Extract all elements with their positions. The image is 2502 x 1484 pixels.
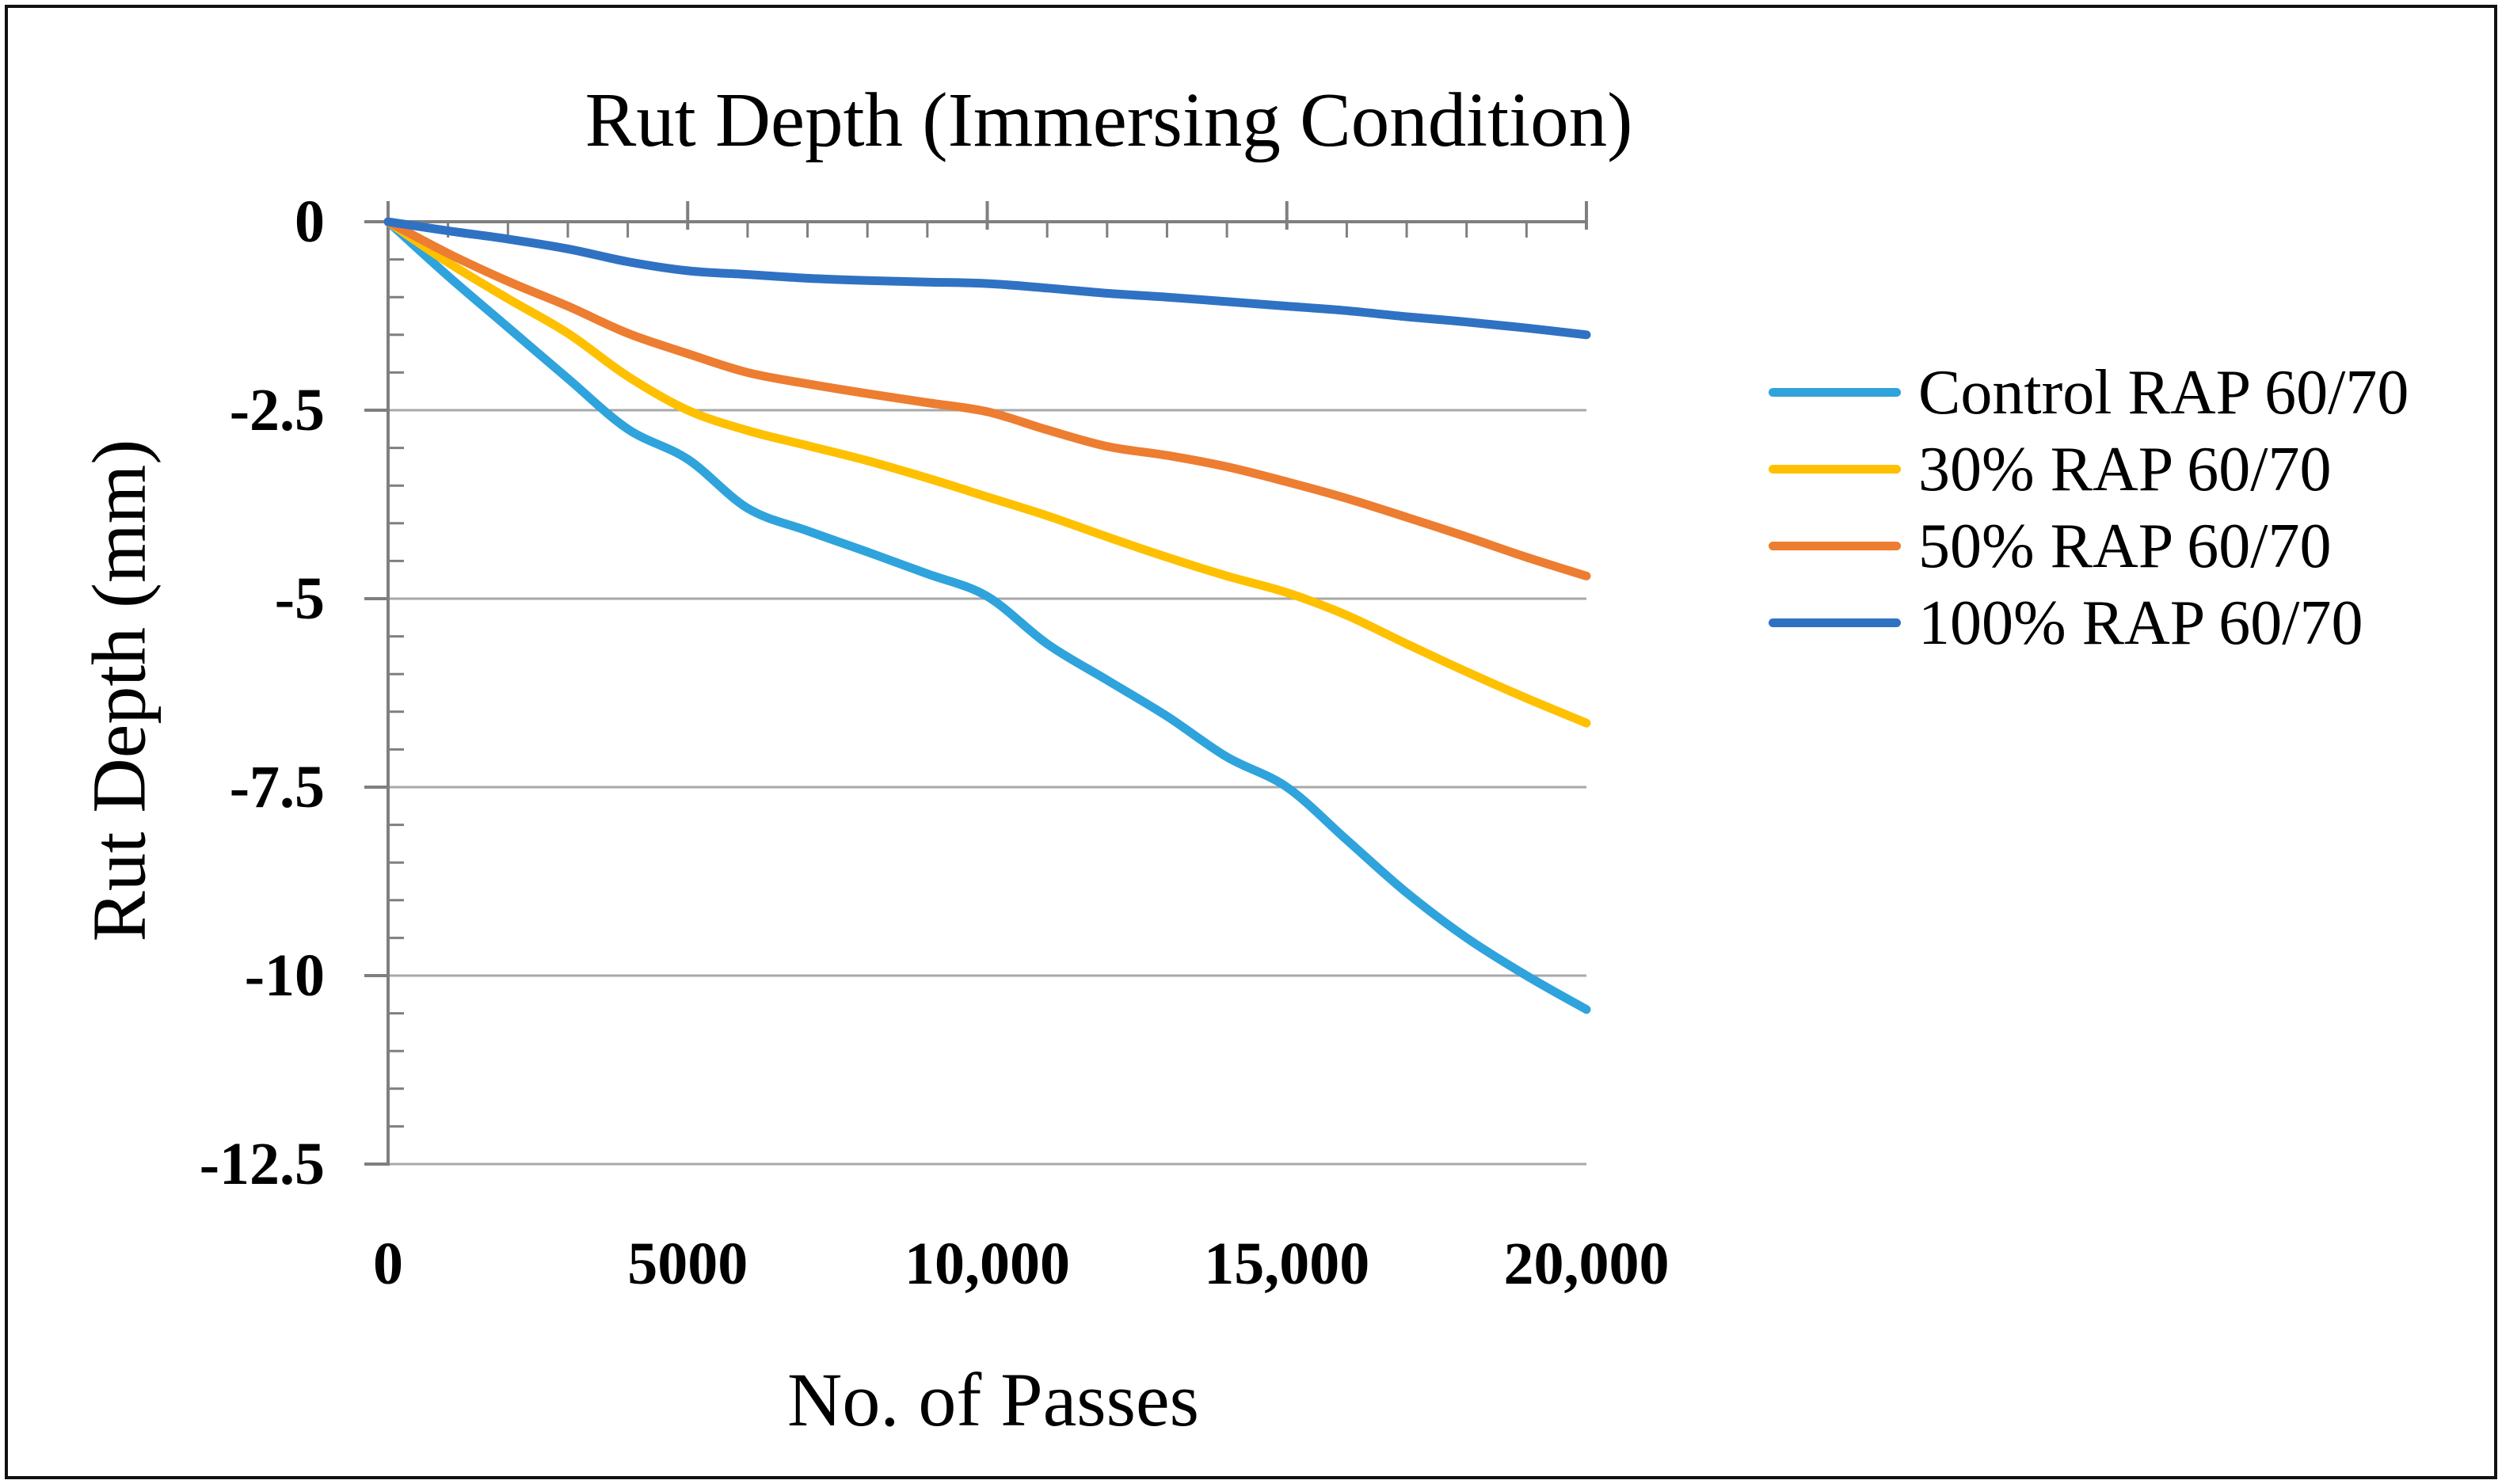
legend-swatch-line [1769, 542, 1901, 550]
x-tick-label: 15,000 [1204, 1231, 1370, 1297]
y-tick-label: -2.5 [229, 377, 325, 443]
legend-swatch-line [1769, 618, 1901, 627]
y-tick-label: -5 [274, 565, 325, 632]
legend-item: 50% RAP 60/70 [1769, 508, 2409, 584]
legend-label: 30% RAP 60/70 [1918, 434, 2332, 504]
legend-label: Control RAP 60/70 [1918, 357, 2409, 428]
x-axis-title: No. of Passes [787, 1357, 1199, 1442]
y-tick-label: 0 [295, 188, 325, 255]
x-tick-label: 0 [373, 1231, 403, 1297]
y-tick-label: -12.5 [199, 1131, 325, 1197]
legend-label: 100% RAP 60/70 [1918, 588, 2363, 658]
legend-item: 100% RAP 60/70 [1769, 584, 2409, 661]
legend: Control RAP 60/70 30% RAP 60/70 50% RAP 60… [1769, 354, 2409, 661]
x-tick-label: 20,000 [1503, 1231, 1670, 1297]
legend-label: 50% RAP 60/70 [1918, 511, 2332, 581]
chart-title: Rut Depth (Immersing Condition) [585, 78, 1633, 162]
series-line-control-rap-60-70 [383, 217, 1591, 1014]
x-tick-label: 10,000 [904, 1231, 1070, 1297]
legend-swatch-line [1769, 465, 1901, 474]
y-tick-label: -10 [244, 942, 325, 1009]
series-line-50-rap-60-70 [383, 217, 1591, 580]
y-tick-label: -7.5 [229, 754, 325, 820]
legend-item: Control RAP 60/70 [1769, 354, 2409, 431]
series-line-30-rap-60-70 [383, 217, 1591, 728]
x-tick-label: 5000 [627, 1231, 748, 1297]
legend-swatch-line [1769, 388, 1901, 397]
legend-item: 30% RAP 60/70 [1769, 431, 2409, 508]
series-line-100-rap-60-70 [383, 217, 1591, 340]
y-axis-title: Rut Depth (mm) [76, 439, 162, 942]
